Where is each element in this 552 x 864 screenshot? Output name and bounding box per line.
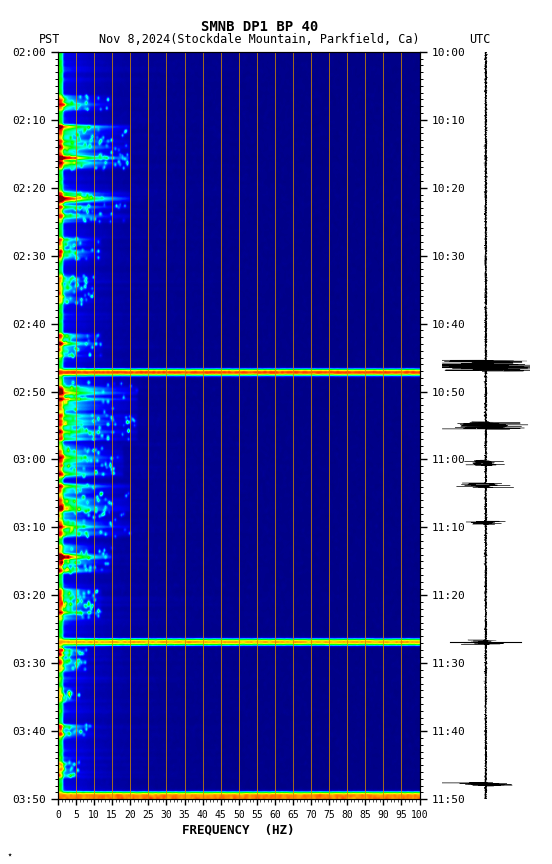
Text: SMNB DP1 BP 40: SMNB DP1 BP 40 xyxy=(201,20,318,34)
Text: UTC: UTC xyxy=(470,33,491,46)
Text: Nov 8,2024(Stockdale Mountain, Parkfield, Ca): Nov 8,2024(Stockdale Mountain, Parkfield… xyxy=(99,33,420,46)
Text: $\star$: $\star$ xyxy=(6,849,13,859)
Text: PST: PST xyxy=(39,33,60,46)
X-axis label: FREQUENCY  (HZ): FREQUENCY (HZ) xyxy=(183,823,295,836)
